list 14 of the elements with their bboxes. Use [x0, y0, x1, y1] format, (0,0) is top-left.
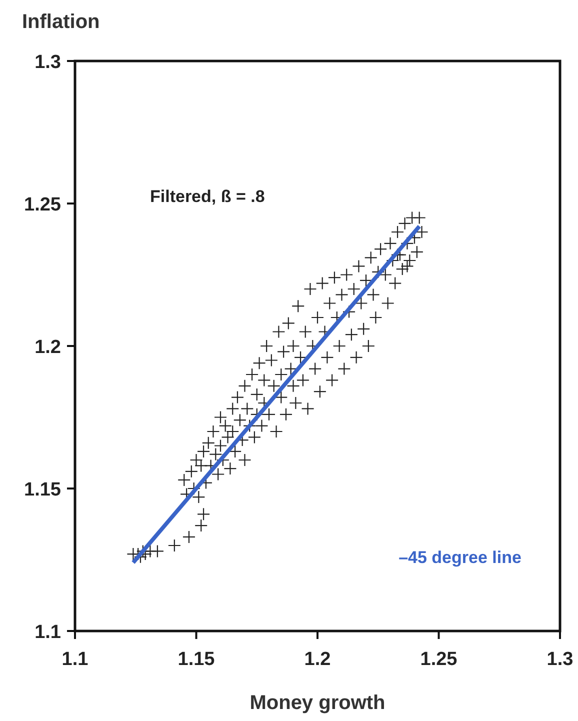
annotation: Filtered, ß = .8: [150, 187, 265, 206]
x-axis-title: Money growth: [250, 692, 386, 714]
x-tick-label: 1.3: [546, 649, 574, 670]
y-tick-label: 1.2: [34, 337, 61, 358]
x-tick-label: 1.1: [62, 649, 89, 670]
x-tick-label: 1.15: [178, 649, 216, 670]
y-tick-label: 1.3: [34, 52, 61, 73]
x-tick-label: 1.25: [420, 649, 458, 670]
y-tick-label: 1.25: [24, 194, 62, 216]
text: –45 degree line: [398, 548, 522, 567]
y-tick-label: 1.1: [34, 622, 62, 643]
x-tick-label: 1.2: [304, 649, 331, 670]
y-tick-label: 1.15: [24, 480, 62, 500]
y-axis-title: Inflation: [22, 11, 100, 33]
